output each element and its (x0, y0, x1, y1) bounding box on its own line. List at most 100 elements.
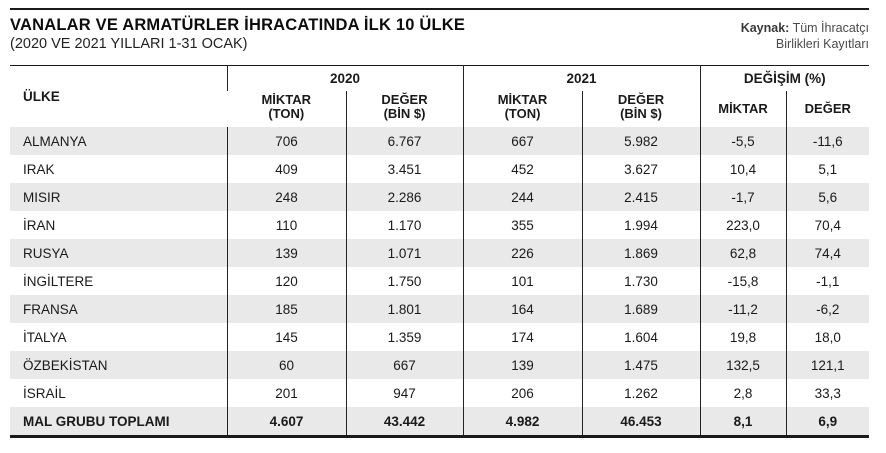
value-2020-cell: 3.451 (345, 155, 464, 183)
table-body: ALMANYA 706 6.767 667 5.982 -5,5 -11,6 I… (10, 127, 870, 407)
change-value-cell: -1,1 (785, 267, 870, 295)
qty-2020-cell: 706 (226, 127, 346, 155)
change-value-cell: 121,1 (785, 351, 870, 379)
table-row: İTALYA 145 1.359 174 1.604 19,8 18,0 (10, 323, 870, 351)
value-2021-cell: 1.475 (581, 351, 701, 379)
table-row: ALMANYA 706 6.767 667 5.982 -5,5 -11,6 (10, 127, 870, 155)
col-header-change-qty: MİKTAR (699, 91, 787, 127)
country-cell: ÖZBEKİSTAN (10, 351, 227, 379)
change-qty-cell: -11,2 (699, 295, 787, 323)
table-row: MISIR 248 2.286 244 2.415 -1,7 5,6 (10, 183, 870, 211)
change-value-cell: 18,0 (785, 323, 870, 351)
qty-2020-cell: 409 (226, 155, 346, 183)
col-header-change-value: DEĞER (785, 91, 870, 127)
value-2020-cell: 1.359 (345, 323, 464, 351)
table-row: IRAK 409 3.451 452 3.627 10,4 5,1 (10, 155, 870, 183)
change-value-cell: 5,1 (785, 155, 870, 183)
change-qty-cell: -1,7 (699, 183, 787, 211)
total-change-qty-cell: 8,1 (699, 407, 787, 437)
qty-2021-cell: 164 (462, 295, 583, 323)
country-cell: ALMANYA (10, 127, 227, 155)
col-header-value-2021: DEĞER (BİN $) (581, 91, 701, 127)
qty-2020-cell: 145 (226, 323, 346, 351)
qty-2020-cell: 60 (226, 351, 346, 379)
value-2021-cell: 2.415 (581, 183, 701, 211)
value-2020-cell: 667 (345, 351, 464, 379)
qty-2020-cell: 248 (226, 183, 346, 211)
country-cell: İRAN (23, 217, 56, 233)
value-2020-cell: 6.767 (345, 127, 464, 155)
value-2021-cell: 1.730 (581, 267, 701, 295)
change-qty-cell: 19,8 (699, 323, 787, 351)
table-row: FRANSA 185 1.801 164 1.689 -11,2 -6,2 (10, 295, 870, 323)
total-label-cell: MAL GRUBU TOPLAMI (10, 407, 227, 437)
qty-2020-cell: 185 (226, 295, 346, 323)
top-rule (10, 8, 869, 10)
table-row: RUSYA 139 1.071 226 1.869 62,8 74,4 (10, 239, 870, 267)
country-cell: MISIR (10, 183, 227, 211)
change-qty-cell: 62,8 (699, 239, 787, 267)
change-qty-cell: 223,0 (699, 211, 787, 239)
value-2021-cell: 1.604 (581, 323, 701, 351)
sub-header-row: MİKTAR (TON) DEĞER (BİN $) MİKTAR (TON) … (10, 91, 870, 127)
col-header-value-2020: DEĞER (BİN $) (345, 91, 464, 127)
value-2020-cell: 1.071 (345, 239, 464, 267)
source-note: Kaynak: Tüm İhracatçı Birlikleri Kayıtla… (741, 20, 869, 52)
page-subtitle: (2020 VE 2021 YILLARI 1-31 OCAK) (10, 36, 248, 52)
change-value-cell: -11,6 (785, 127, 870, 155)
total-qty-2020-cell: 4.607 (226, 407, 346, 437)
table-footer: MAL GRUBU TOPLAMI 4.607 43.442 4.982 46.… (10, 407, 870, 437)
country-cell: İSRAİL (23, 385, 66, 401)
country-cell: İNGİLTERE (23, 273, 94, 289)
country-cell: İTALYA (23, 329, 67, 345)
group-header-row: ÜLKE 2020 2021 DEĞİŞİM (%) (10, 65, 870, 104)
change-qty-cell: 10,4 (699, 155, 787, 183)
value-2020-cell: 2.286 (345, 183, 464, 211)
qty-2021-cell: 355 (462, 211, 583, 239)
change-qty-cell: 132,5 (699, 351, 787, 379)
source-text: Tüm İhracatçı Birlikleri Kayıtları (775, 21, 869, 51)
table-row: İRAN 110 1.170 355 1.994 223,0 70,4 (10, 211, 870, 239)
value-2021-cell: 1.689 (581, 295, 701, 323)
table-row: İSRAİL 201 947 206 1.262 2,8 33,3 (10, 379, 870, 407)
change-qty-cell: 2,8 (699, 379, 787, 407)
col-header-country: ÜLKE (23, 89, 60, 104)
country-cell: IRAK (23, 161, 55, 177)
source-label: Kaynak: (740, 21, 790, 35)
exports-table: ÜLKE 2020 2021 DEĞİŞİM (%) MİKTAR (TON) … (10, 65, 870, 438)
country-cell: FRANSA (10, 295, 227, 323)
qty-2020-cell: 110 (226, 211, 346, 239)
value-2021-cell: 1.869 (581, 239, 701, 267)
col-header-qty-2020: MİKTAR (TON) (261, 92, 312, 121)
change-value-cell: 74,4 (785, 239, 870, 267)
change-value-cell: -6,2 (785, 295, 870, 323)
value-2020-cell: 1.170 (345, 211, 464, 239)
change-value-cell: 70,4 (785, 211, 870, 239)
value-2021-cell: 5.982 (581, 127, 701, 155)
value-2021-cell: 1.994 (581, 211, 701, 239)
col-header-qty-2021: MİKTAR (TON) (462, 91, 583, 127)
table-row: ÖZBEKİSTAN 60 667 139 1.475 132,5 121,1 (10, 351, 870, 379)
total-value-2021-cell: 46.453 (581, 407, 701, 437)
change-qty-cell: -15,8 (699, 267, 787, 295)
group-header-change: DEĞİŞİM (%) (699, 65, 870, 91)
change-qty-cell: -5,5 (699, 127, 787, 155)
value-2021-cell: 1.262 (581, 379, 701, 407)
header: VANALAR VE ARMATÜRLER İHRACATINDA İLK 10… (10, 16, 869, 53)
change-value-cell: 33,3 (785, 379, 870, 407)
qty-2020-cell: 120 (226, 267, 346, 295)
value-2020-cell: 1.750 (345, 267, 464, 295)
total-qty-2021-cell: 4.982 (462, 407, 583, 437)
title-block: VANALAR VE ARMATÜRLER İHRACATINDA İLK 10… (10, 16, 465, 53)
qty-2021-cell: 452 (462, 155, 583, 183)
table-header: ÜLKE 2020 2021 DEĞİŞİM (%) MİKTAR (TON) … (10, 65, 870, 127)
qty-2021-cell: 174 (462, 323, 583, 351)
total-row: MAL GRUBU TOPLAMI 4.607 43.442 4.982 46.… (10, 407, 870, 437)
qty-2021-cell: 667 (462, 127, 583, 155)
qty-2021-cell: 206 (462, 379, 583, 407)
page-title: VANALAR VE ARMATÜRLER İHRACATINDA İLK 10… (10, 16, 466, 34)
value-2020-cell: 1.801 (345, 295, 464, 323)
change-value-cell: 5,6 (785, 183, 870, 211)
total-value-2020-cell: 43.442 (345, 407, 464, 437)
total-change-value-cell: 6,9 (785, 407, 870, 437)
